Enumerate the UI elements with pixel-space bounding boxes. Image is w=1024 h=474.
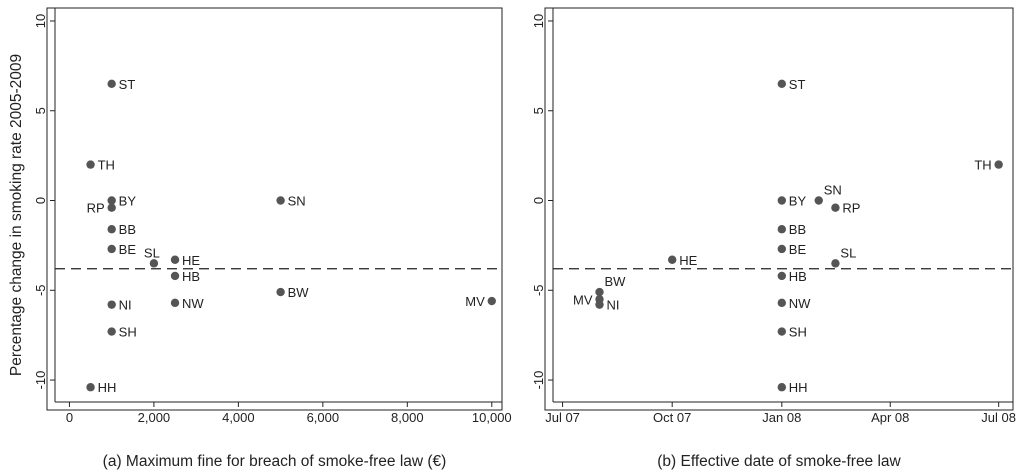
data-point-bb <box>777 225 787 234</box>
y-axis-title: Percentage change in smoking rate 2005-2… <box>8 54 25 376</box>
data-point-be <box>107 244 116 254</box>
x-tick-label: 6,000 <box>307 410 340 425</box>
x-tick-label: Jul 07 <box>545 410 580 425</box>
data-label-hh: HH <box>98 380 117 395</box>
x-tick-label: Jan 08 <box>762 410 801 425</box>
data-label-bb: BB <box>789 222 806 237</box>
data-point-mv <box>487 296 496 306</box>
y-tick-label: -5 <box>33 284 48 296</box>
data-label-hb: HB <box>182 269 200 284</box>
data-point-sn <box>814 196 823 205</box>
data-point-hb <box>170 271 180 281</box>
data-point-bw <box>595 287 604 297</box>
data-point-hh <box>777 383 787 392</box>
y-tick-label: 5 <box>531 107 546 114</box>
data-label-sh: SH <box>789 325 807 340</box>
data-label-by: BY <box>789 194 807 209</box>
data-point-rp <box>831 203 840 212</box>
x-axis-title: (b) Effective date of smoke-free law <box>657 453 901 470</box>
data-label-he: HE <box>182 253 200 268</box>
x-tick-label: 0 <box>66 410 73 425</box>
data-point-nw <box>777 298 787 308</box>
x-tick-label: Apr 08 <box>871 410 909 425</box>
x-tick-label: 2,000 <box>138 410 171 425</box>
y-tick-label: -10 <box>33 371 48 390</box>
data-point-by <box>777 196 787 205</box>
plot-frame <box>46 7 503 411</box>
data-label-be: BE <box>119 242 137 257</box>
data-label-ni: NI <box>119 298 132 313</box>
data-label-sn: SN <box>288 194 306 209</box>
data-point-hb <box>777 271 787 281</box>
data-point-st <box>107 79 116 89</box>
data-point-be <box>777 244 787 254</box>
x-tick-label: Jul 08 <box>981 410 1016 425</box>
y-tick-label: 0 <box>33 197 48 204</box>
data-point-st <box>777 79 787 89</box>
x-tick-label: 8,000 <box>391 410 424 425</box>
data-label-hh: HH <box>789 380 808 395</box>
data-label-rp: RP <box>842 201 860 216</box>
data-label-bw: BW <box>288 285 310 300</box>
data-point-rp <box>107 203 116 212</box>
data-label-sl: SL <box>840 245 856 260</box>
panel-b: -10 -5 0 5 10 Jul 07 Oct 07 Jan 08 Apr 08 Jul 08 (… <box>531 7 1016 470</box>
data-point-sn <box>276 196 285 205</box>
data-point-ni <box>107 300 116 309</box>
data-label-he: HE <box>679 253 697 268</box>
y-tick-label: 10 <box>531 14 546 28</box>
data-point-ni <box>595 300 604 309</box>
data-label-sh: SH <box>119 325 137 340</box>
y-tick-label: 0 <box>531 197 546 204</box>
data-label-sl: SL <box>144 245 160 260</box>
data-point-bb <box>107 225 116 234</box>
y-tick-label: 5 <box>33 107 48 114</box>
panel-a: -10 -5 0 5 10 0 2,000 4,000 6,000 8,000 10,000 (a) … <box>33 7 512 470</box>
data-label-be: BE <box>789 242 807 257</box>
plot-frame <box>544 7 1014 411</box>
data-label-mv: MV <box>465 294 485 309</box>
data-point-sh <box>107 327 116 336</box>
data-point-nw <box>170 298 180 308</box>
data-label-th: TH <box>98 158 115 173</box>
data-label-by: BY <box>119 194 137 209</box>
data-label-th: TH <box>974 158 991 173</box>
y-tick-label: 10 <box>33 14 48 28</box>
y-tick-label: -10 <box>531 371 546 390</box>
data-label-bw: BW <box>605 274 627 289</box>
data-label-nw: NW <box>789 296 811 311</box>
data-point-sl <box>831 259 840 268</box>
x-tick-label: 4,000 <box>222 410 255 425</box>
data-point-sh <box>777 327 787 336</box>
data-point-hh <box>86 383 95 392</box>
data-label-hb: HB <box>789 269 807 284</box>
data-label-rp: RP <box>87 201 105 216</box>
data-point-bw <box>276 287 285 297</box>
data-point-sl <box>149 259 159 268</box>
data-label-st: ST <box>119 77 136 92</box>
x-tick-label: Oct 07 <box>653 410 691 425</box>
y-tick-label: -5 <box>531 284 546 296</box>
x-tick-label: 10,000 <box>472 410 512 425</box>
data-label-nw: NW <box>182 296 204 311</box>
data-label-bb: BB <box>119 222 136 237</box>
data-point-he <box>170 255 180 264</box>
data-label-mv: MV <box>573 292 593 307</box>
data-point-th <box>994 160 1003 169</box>
data-label-ni: NI <box>607 298 620 313</box>
data-point-he <box>667 255 677 264</box>
data-label-sn: SN <box>824 183 842 198</box>
data-point-by <box>107 196 116 205</box>
data-point-th <box>86 160 95 169</box>
data-label-st: ST <box>789 77 806 92</box>
x-axis-title: (a) Maximum fine for breach of smoke-fre… <box>103 453 447 470</box>
